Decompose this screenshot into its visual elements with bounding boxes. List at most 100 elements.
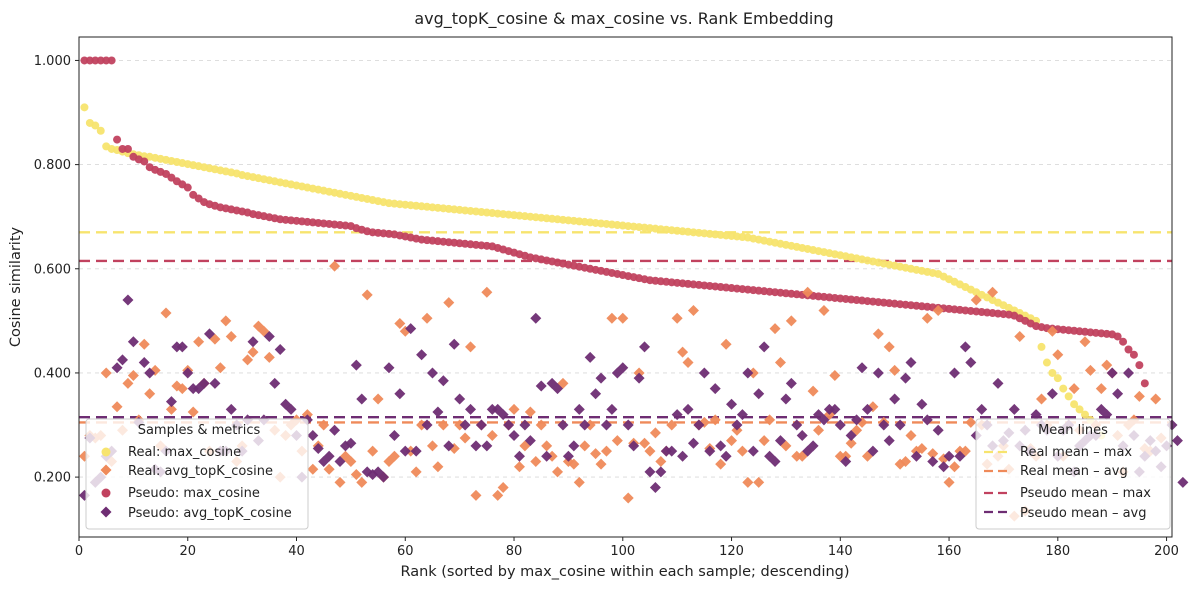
data-point [220, 315, 232, 327]
data-point [323, 450, 335, 462]
data-point [350, 359, 362, 371]
data-point [976, 403, 988, 415]
data-point [1095, 383, 1107, 395]
data-point [910, 450, 922, 462]
data-point [394, 317, 406, 329]
data-point [459, 419, 471, 431]
x-tick-label: 60 [397, 544, 414, 559]
data-point [758, 341, 770, 353]
data-point [818, 414, 830, 426]
data-point [590, 388, 602, 400]
data-point [263, 330, 275, 342]
data-point [992, 377, 1004, 389]
data-point [785, 377, 797, 389]
data-point [557, 419, 569, 431]
data-point [96, 126, 105, 135]
data-point [1124, 345, 1133, 354]
data-point [715, 458, 727, 470]
data-point [541, 440, 553, 452]
data-point [622, 419, 634, 431]
data-point [176, 383, 188, 395]
data-point [165, 396, 177, 408]
data-point [644, 466, 656, 478]
data-point [932, 424, 944, 436]
data-point [1122, 367, 1134, 379]
data-point [465, 341, 477, 353]
data-point [432, 406, 444, 418]
data-point [932, 304, 944, 316]
data-point [410, 466, 422, 478]
legend-marker-pseudo-avg [100, 506, 112, 518]
data-point [1052, 349, 1064, 361]
data-point [758, 435, 770, 447]
data-point [1106, 367, 1118, 379]
data-point [742, 476, 754, 488]
data-point [573, 403, 585, 415]
data-point [693, 419, 705, 431]
data-point [225, 330, 237, 342]
data-point [247, 346, 259, 358]
data-point [111, 362, 123, 374]
legend-label-real-max: Real: max_cosine [128, 445, 241, 460]
data-point [459, 432, 471, 444]
x-tick-label: 20 [179, 544, 196, 559]
data-point [829, 403, 841, 415]
data-point [720, 338, 732, 350]
data-point [709, 383, 721, 395]
data-point [987, 286, 999, 298]
data-point [274, 344, 286, 355]
data-point [552, 466, 564, 478]
data-point [671, 312, 683, 324]
data-point [107, 56, 116, 65]
data-point [644, 445, 656, 457]
data-point [883, 435, 895, 447]
data-point [345, 437, 357, 449]
data-point [813, 424, 825, 436]
data-point [649, 427, 661, 439]
data-point [481, 286, 493, 298]
data-point [1075, 405, 1084, 414]
data-point [399, 445, 411, 457]
data-point [323, 463, 335, 475]
data-point [943, 450, 955, 462]
x-tick-label: 80 [506, 544, 523, 559]
data-point [698, 367, 710, 379]
y-tick-label: 1.000 [34, 54, 71, 69]
data-point [394, 388, 406, 400]
data-point [753, 388, 765, 400]
data-point [1113, 332, 1122, 341]
data-point [138, 357, 150, 369]
data-point [144, 367, 156, 379]
legend-label-pseudo-mean-max: Pseudo mean – max [1020, 486, 1151, 501]
data-point [780, 393, 792, 405]
data-point [677, 346, 689, 358]
y-tick-label: 0.800 [34, 158, 71, 173]
data-point [965, 416, 977, 428]
data-point [541, 450, 553, 462]
data-point [655, 455, 667, 467]
data-point [927, 455, 939, 467]
data-point [113, 135, 122, 144]
data-point [1046, 325, 1058, 337]
data-point [633, 372, 645, 384]
data-point [568, 440, 580, 452]
data-point [682, 403, 694, 415]
data-point [421, 419, 433, 431]
legend-samples: Samples & metrics Real: max_cosine Real:… [85, 418, 309, 530]
data-point [726, 435, 738, 447]
data-point [687, 304, 699, 316]
data-point [182, 367, 194, 379]
data-point [900, 372, 912, 384]
x-tick-label: 140 [828, 544, 853, 559]
data-point [127, 370, 139, 382]
data-point [774, 435, 786, 447]
data-point [269, 377, 281, 389]
data-point [378, 471, 390, 483]
data-point [448, 338, 460, 350]
data-point [606, 312, 618, 324]
data-point [198, 377, 210, 389]
data-point [410, 445, 422, 457]
data-point [454, 393, 466, 405]
data-point [122, 294, 134, 306]
data-point [513, 450, 525, 462]
